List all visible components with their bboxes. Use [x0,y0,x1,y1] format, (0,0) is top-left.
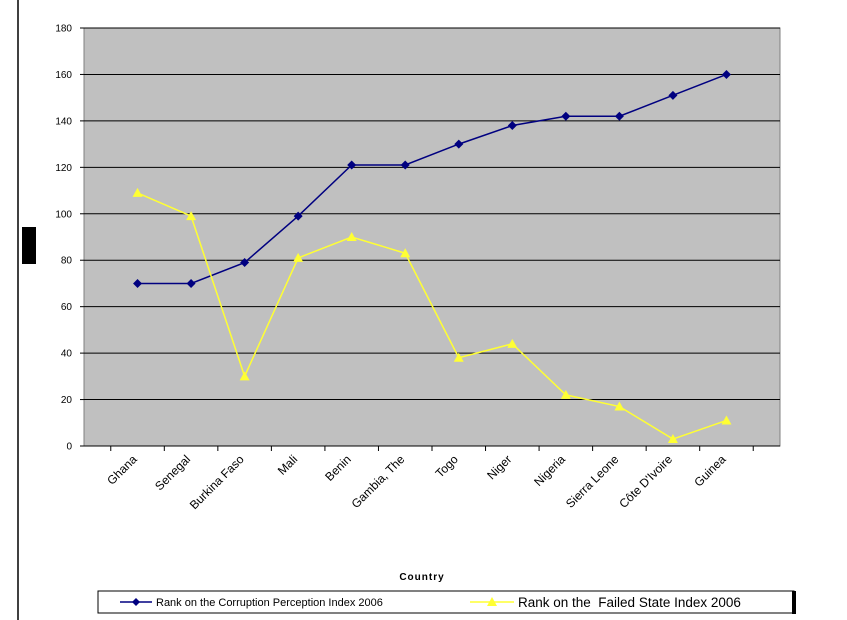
series-lines [137,73,727,440]
data-point-diamond [133,278,143,288]
data-point-triangle [453,352,464,362]
data-point-triangle [239,371,250,381]
plot-area [83,27,781,447]
x-tick-label: Burkina Faso [187,452,247,512]
y-tick-label: 100 [55,209,72,220]
data-point-triangle [186,211,197,221]
x-tick-label: Sierra Leone [563,452,622,511]
legend-label-corruption: Rank on the Corruption Perception Index … [156,597,383,609]
data-point-triangle [132,187,143,197]
data-point-triangle [346,232,357,241]
data-point-diamond [454,139,464,149]
y-axis-ticks: 0 20 40 60 80 100 120 140 160 180 [55,24,780,453]
x-tick-label: Ghana [104,452,140,488]
x-tick-label: Senegal [152,452,193,493]
data-point-triangle [721,415,732,425]
data-point-diamond [240,258,250,268]
x-axis-title: Country [399,572,444,583]
data-point-diamond [186,278,196,288]
x-tick-label: Benin [322,452,354,484]
x-tick-label: Nigeria [531,452,568,489]
x-tick-label: Côte D'Ivoire [616,452,675,511]
y-tick-label: 180 [55,24,72,35]
data-point-triangle [560,389,571,399]
data-point-diamond [507,121,517,131]
y-tick-label: 60 [61,302,73,313]
x-tick-label: Gambia, The [349,452,408,511]
x-tick-label: Togo [433,452,462,481]
data-point-diamond [347,160,357,170]
y-tick-label: 140 [55,116,72,127]
data-point-triangle [667,434,678,444]
data-point-diamond [721,69,731,79]
series-markers [132,69,732,444]
legend-marker-failed-state [487,597,497,606]
gridlines [84,27,780,401]
x-tick-label: Mali [275,452,300,477]
y-tick-label: 40 [61,349,73,360]
series-line-0 [137,73,727,285]
y-tick-label: 120 [55,163,72,174]
data-point-diamond [293,211,303,221]
data-point-triangle [614,401,625,411]
legend-right-bar [792,591,796,614]
legend: Rank on the Corruption Perception Index … [97,590,796,614]
page-marker [22,227,36,264]
y-tick-label: 20 [61,395,73,406]
y-tick-label: 0 [66,442,72,453]
data-point-diamond [561,111,571,121]
x-tick-label: Guinea [691,452,728,489]
data-point-diamond [668,90,678,100]
data-point-triangle [507,338,518,348]
legend-marker-corruption [132,598,140,606]
x-tick-label: Niger [484,452,514,482]
data-point-triangle [400,248,411,258]
data-point-triangle [293,252,304,262]
data-point-diamond [614,111,624,121]
data-point-diamond [400,160,410,170]
y-tick-label: 160 [55,70,72,81]
y-tick-label: 80 [61,256,73,267]
legend-label-failed-state: Rank on the Failed State Index 2006 [518,595,741,610]
series-line-1 [137,192,727,440]
